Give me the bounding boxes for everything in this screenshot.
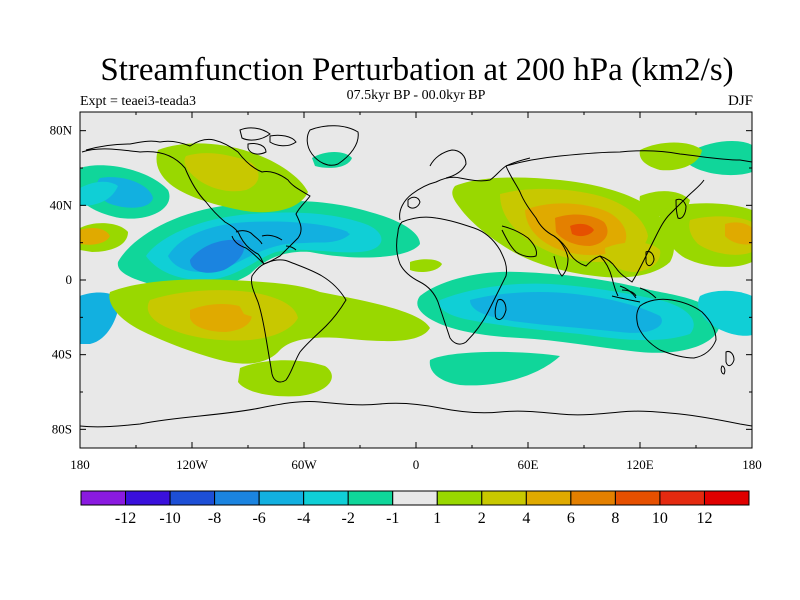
- positive-region-asia: [80, 142, 752, 278]
- coast-south-america: [251, 259, 347, 383]
- plot-title: Streamfunction Perturbation at 200 hPa (…: [100, 52, 734, 88]
- colorbar-label: 6: [567, 510, 575, 527]
- colorbar-label: -10: [159, 510, 180, 527]
- lon-tick-label: 0: [413, 457, 420, 472]
- colorbar-label: -8: [208, 510, 221, 527]
- lat-tick-label: 40N: [50, 197, 73, 212]
- colorbar-swatch: [258, 490, 305, 506]
- lon-tick-label: 180: [742, 457, 762, 472]
- coast-greenland: [306, 125, 359, 166]
- coast-india: [553, 235, 569, 277]
- experiment-label: Expt = teaei3-teada3: [80, 94, 196, 109]
- colorbar-swatch: [659, 490, 705, 506]
- lon-tick-label: 180: [70, 457, 90, 472]
- negative-region-central-pacific: [117, 200, 420, 290]
- colorbar-label: 1: [433, 510, 441, 527]
- colorbar-label: 10: [652, 510, 668, 527]
- lat-tick-label: 0: [66, 272, 73, 287]
- period-label: 07.5kyr BP - 00.0kyr BP: [346, 88, 486, 103]
- coast-new-zealand: [720, 351, 735, 375]
- colorbar-swatch: [347, 490, 394, 506]
- colorbar-label: 8: [611, 510, 619, 527]
- coast-africa: [396, 216, 507, 345]
- colorbar-label: 4: [522, 510, 530, 527]
- positive-region-north-america: [80, 143, 308, 252]
- coastlines: [80, 125, 752, 428]
- colorbar-label: -2: [342, 510, 355, 527]
- coast-antarctica: [80, 401, 752, 428]
- lat-tick-label: 40S: [52, 347, 72, 362]
- colorbar: -12 -10 -8 -6 -4 -2 -1 1 2 4 6 8 10 12: [80, 490, 750, 527]
- colorbar-swatch: [525, 490, 572, 506]
- coast-asia: [505, 150, 752, 283]
- colorbar-label: -4: [297, 510, 310, 527]
- colorbar-label: -12: [115, 510, 136, 527]
- coast-caribbean: [261, 234, 297, 251]
- coast-arabia: [501, 225, 537, 258]
- axis-ticks: 80N 40N 0 40S 80S 180 120W 60W 0 60E 120E 180: [50, 112, 762, 472]
- coast-north-america: [81, 139, 311, 265]
- lon-tick-label: 60E: [518, 457, 539, 472]
- lat-tick-label: 80N: [50, 123, 73, 138]
- colorbar-swatch: [614, 490, 661, 506]
- colorbar-swatch: [436, 490, 483, 506]
- colorbar-swatch: [570, 490, 616, 506]
- colorbar-swatch: [80, 490, 127, 506]
- colorbar-swatch: [169, 490, 216, 506]
- colorbar-swatch: [481, 490, 527, 506]
- coast-madagascar: [494, 299, 507, 321]
- coast-central-america: [231, 230, 265, 265]
- colorbar-label: -6: [252, 510, 265, 527]
- coast-indonesia: [611, 289, 641, 303]
- lat-tick-label: 80S: [52, 421, 72, 436]
- colorbar-swatch: [392, 490, 438, 506]
- season-label: DJF: [727, 93, 753, 109]
- positive-region-south-america: [109, 279, 430, 397]
- colorbar-swatch: [703, 490, 750, 506]
- coast-japan: [675, 198, 687, 219]
- lon-tick-label: 120E: [626, 457, 654, 472]
- coast-scandinavia: [429, 149, 467, 179]
- lon-tick-label: 120W: [176, 457, 209, 472]
- coast-australia: [636, 298, 717, 359]
- lon-tick-label: 60W: [291, 457, 317, 472]
- negative-region-north-atlantic: [312, 140, 752, 176]
- colorbar-label: -1: [386, 510, 399, 527]
- shaded-field: [80, 140, 752, 397]
- coast-philippines: [645, 251, 655, 267]
- colorbar-label: 2: [478, 510, 486, 527]
- coast-arctic-islands: [239, 127, 297, 155]
- colorbar-label: 12: [696, 510, 712, 527]
- colorbar-swatch: [214, 490, 260, 506]
- colorbar-swatch: [125, 490, 171, 506]
- colorbar-swatch: [303, 490, 349, 506]
